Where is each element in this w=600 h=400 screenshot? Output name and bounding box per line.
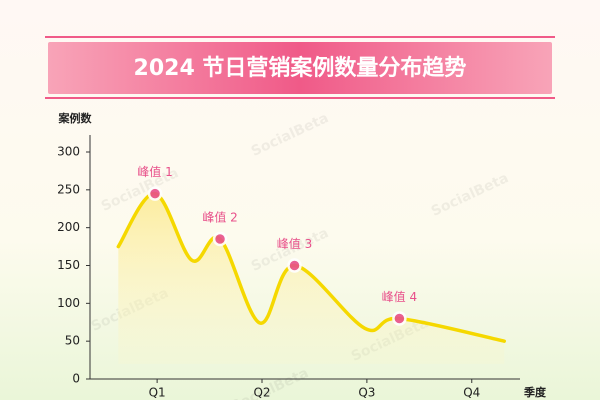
y-tick-label: 150 <box>57 258 80 272</box>
annotation: 峰值 3 <box>277 236 312 251</box>
line <box>116 191 507 343</box>
banner-line <box>45 97 555 99</box>
annotation: 峰值 4 <box>382 289 417 304</box>
y-tick-label: 250 <box>57 182 80 196</box>
x-tick-label: Q2 <box>253 386 270 400</box>
y-tick-label: 0 <box>72 372 80 386</box>
banner-line <box>45 36 555 38</box>
title-banner <box>48 42 552 94</box>
y-tick-label: 50 <box>65 334 80 348</box>
x-tick-label: Q3 <box>358 386 375 400</box>
peak-marker <box>287 258 302 273</box>
area <box>118 193 505 364</box>
x-tick-label: Q1 <box>149 386 166 400</box>
y-tick-label: 100 <box>57 296 80 310</box>
x-tick-label: Q4 <box>463 386 480 400</box>
y-axis-label: 案例数 <box>58 111 93 125</box>
x-axis-label: 季度 <box>523 385 547 399</box>
peak-marker <box>392 311 407 326</box>
peak-marker <box>147 186 163 201</box>
annotation: 峰值 1 <box>137 164 172 179</box>
peak-marker <box>212 231 228 247</box>
y-tick-label: 200 <box>57 220 80 234</box>
y-tick-label: 300 <box>57 145 80 159</box>
chart-title: 2024 节日营销案例数量分布趋势 <box>134 55 467 81</box>
annotation: 峰值 2 <box>202 210 237 225</box>
